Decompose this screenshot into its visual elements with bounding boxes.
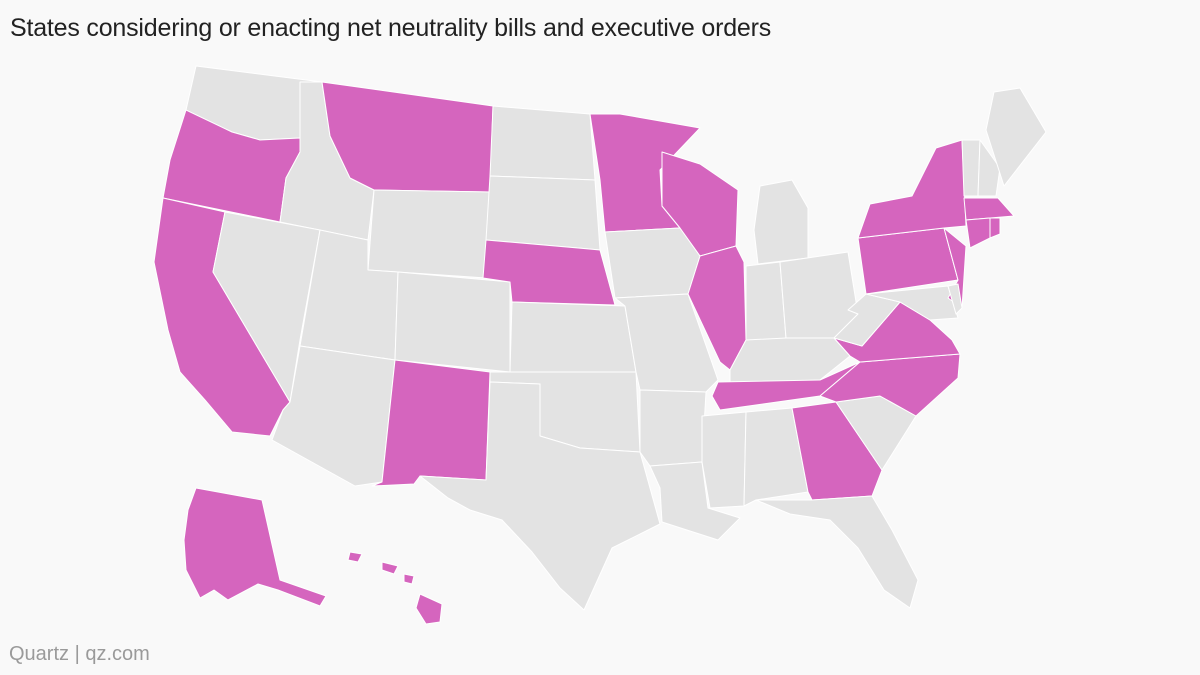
source-credit: Quartz | qz.com	[9, 643, 150, 665]
state-delaware	[947, 283, 963, 315]
state-pennsylvania	[857, 227, 959, 295]
state-michigan	[753, 179, 809, 265]
state-rhode-island	[989, 217, 1001, 239]
state-vermont	[961, 139, 981, 197]
state-nevada	[212, 211, 321, 403]
state-new-york	[857, 139, 967, 239]
state-new-hampshire	[977, 139, 1001, 197]
state-maryland	[865, 285, 959, 321]
state-connecticut	[965, 217, 991, 249]
state-north-dakota	[489, 105, 596, 181]
state-indiana	[745, 261, 787, 351]
state-florida	[755, 495, 919, 609]
state-massachusetts	[963, 197, 1015, 221]
state-alaska	[183, 487, 327, 607]
map-title: States considering or enacting net neutr…	[10, 14, 772, 42]
state-wyoming	[367, 189, 491, 279]
state-iowa	[604, 227, 701, 299]
state-hawaii	[347, 551, 443, 625]
state-colorado	[394, 271, 511, 373]
state-south-dakota	[485, 175, 601, 251]
state-texas	[419, 381, 661, 611]
state-mississippi	[701, 411, 747, 509]
state-kansas	[509, 301, 637, 373]
state-maine	[985, 87, 1047, 187]
state-arkansas	[639, 389, 707, 467]
state-alabama	[743, 407, 809, 507]
